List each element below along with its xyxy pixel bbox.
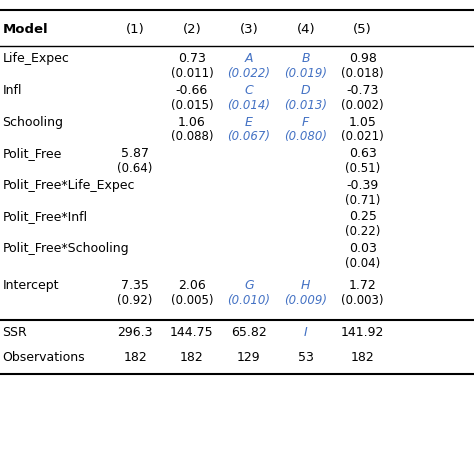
- Text: (0.003): (0.003): [341, 294, 384, 306]
- Text: (0.002): (0.002): [341, 99, 384, 111]
- Text: (0.088): (0.088): [171, 130, 213, 143]
- Text: 144.75: 144.75: [170, 325, 214, 338]
- Text: (0.015): (0.015): [171, 99, 213, 111]
- Text: (0.22): (0.22): [345, 225, 380, 238]
- Text: -0.66: -0.66: [176, 84, 208, 97]
- Text: (0.04): (0.04): [345, 257, 380, 269]
- Text: (0.005): (0.005): [171, 294, 213, 306]
- Text: -0.73: -0.73: [346, 84, 379, 97]
- Text: F: F: [302, 115, 310, 128]
- Text: 182: 182: [180, 350, 204, 363]
- Text: Polit_Free*Infl: Polit_Free*Infl: [2, 210, 88, 223]
- Text: 1.06: 1.06: [178, 115, 206, 128]
- Text: (0.022): (0.022): [228, 67, 270, 80]
- Text: 141.92: 141.92: [341, 325, 384, 338]
- Text: 7.35: 7.35: [121, 279, 149, 291]
- Text: Intercept: Intercept: [2, 279, 59, 291]
- Text: H: H: [301, 279, 310, 291]
- Text: (4): (4): [296, 23, 315, 36]
- Text: (0.64): (0.64): [118, 162, 153, 175]
- Text: (1): (1): [126, 23, 145, 36]
- Text: Polit_Free: Polit_Free: [2, 147, 62, 160]
- Text: C: C: [245, 84, 253, 97]
- Text: (0.080): (0.080): [284, 130, 327, 143]
- Text: (5): (5): [353, 23, 372, 36]
- Text: B: B: [301, 52, 310, 65]
- Text: 65.82: 65.82: [231, 325, 267, 338]
- Text: Polit_Free*Schooling: Polit_Free*Schooling: [2, 242, 129, 254]
- Text: 182: 182: [351, 350, 374, 363]
- Text: (0.010): (0.010): [228, 294, 270, 306]
- Text: Model: Model: [2, 23, 48, 36]
- Text: 1.72: 1.72: [349, 279, 376, 291]
- Text: 2.06: 2.06: [178, 279, 206, 291]
- Text: (0.067): (0.067): [228, 130, 270, 143]
- Text: (0.011): (0.011): [171, 67, 213, 80]
- Text: 0.25: 0.25: [349, 210, 376, 223]
- Text: 5.87: 5.87: [121, 147, 149, 160]
- Text: (0.013): (0.013): [284, 99, 327, 111]
- Text: (0.021): (0.021): [341, 130, 384, 143]
- Text: D: D: [301, 84, 310, 97]
- Text: Infl: Infl: [2, 84, 22, 97]
- Text: E: E: [245, 115, 253, 128]
- Text: Life_Expec: Life_Expec: [2, 52, 69, 65]
- Text: A: A: [245, 52, 253, 65]
- Text: 0.73: 0.73: [178, 52, 206, 65]
- Text: 296.3: 296.3: [118, 325, 153, 338]
- Text: (2): (2): [182, 23, 201, 36]
- Text: (0.71): (0.71): [345, 193, 380, 206]
- Text: G: G: [244, 279, 254, 291]
- Text: (3): (3): [239, 23, 258, 36]
- Text: Polit_Free*Life_Expec: Polit_Free*Life_Expec: [2, 179, 135, 191]
- Text: (0.009): (0.009): [284, 294, 327, 306]
- Text: Schooling: Schooling: [2, 115, 64, 128]
- Text: 53: 53: [298, 350, 314, 363]
- Text: 0.98: 0.98: [349, 52, 376, 65]
- Text: SSR: SSR: [2, 325, 27, 338]
- Text: -0.39: -0.39: [346, 179, 379, 191]
- Text: Observations: Observations: [2, 350, 85, 363]
- Text: 129: 129: [237, 350, 261, 363]
- Text: 1.05: 1.05: [349, 115, 376, 128]
- Text: 0.03: 0.03: [349, 242, 376, 254]
- Text: 182: 182: [123, 350, 147, 363]
- Text: (0.51): (0.51): [345, 162, 380, 175]
- Text: (0.019): (0.019): [284, 67, 327, 80]
- Text: 0.63: 0.63: [349, 147, 376, 160]
- Text: (0.018): (0.018): [341, 67, 384, 80]
- Text: (0.92): (0.92): [118, 294, 153, 306]
- Text: I: I: [304, 325, 308, 338]
- Text: (0.014): (0.014): [228, 99, 270, 111]
